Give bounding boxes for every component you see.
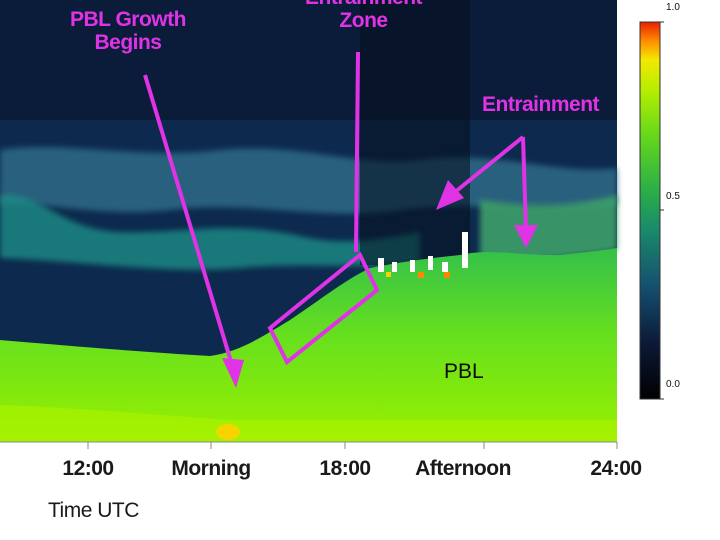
colorbar-tick-label: 0.5: [666, 191, 680, 202]
annotation-entrainment-zone-line1: Entrainment: [305, 0, 423, 9]
x-tick-label: Afternoon: [415, 457, 511, 480]
x-axis-ticks: [87, 442, 618, 449]
heatmap-entrainment-streaks: [360, 0, 470, 265]
annotation-entrainment-zone-box: [267, 51, 380, 366]
annotation-entrainment-line1: Entrainment: [482, 93, 600, 116]
heatmap-teal-band: [0, 194, 420, 270]
heatmap-entrainment-peaks: [378, 232, 468, 278]
heatmap-upper-layer: [0, 0, 617, 120]
x-tick-label: 18:00: [319, 457, 371, 480]
annotation-pbl-growth-line1: PBL Growth: [70, 8, 186, 31]
annotation-pbl-growth-label: PBL Growth Begins: [70, 8, 186, 54]
annotation-entrainment-zone-line2: Zone: [339, 9, 388, 32]
x-axis-label: Time UTC: [48, 499, 139, 522]
region-label-pbl: PBL: [444, 360, 484, 383]
heatmap-hotspot: [216, 424, 240, 440]
colorbar-tick-label: 1.0: [666, 2, 680, 13]
annotation-pbl-growth-line2: Begins: [94, 31, 162, 54]
annotation-entrainment-arrows: [436, 135, 538, 248]
heatmap-pbl-lower-band: [0, 405, 617, 442]
annotation-entrainment-zone-label: Entrainment Zone: [305, 0, 423, 32]
x-tick-label: Morning: [171, 457, 251, 480]
annotation-entrainment-label: Entrainment: [482, 93, 600, 116]
annotation-pbl-growth-arrow: [143, 74, 244, 388]
colorbar: [639, 21, 661, 400]
colorbar-ticks: [660, 21, 664, 400]
colorbar-tick-label: 0.0: [666, 379, 680, 390]
x-tick-label: 24:00: [590, 457, 642, 480]
heatmap-right-band: [480, 195, 617, 262]
x-tick-label: 12:00: [62, 457, 114, 480]
